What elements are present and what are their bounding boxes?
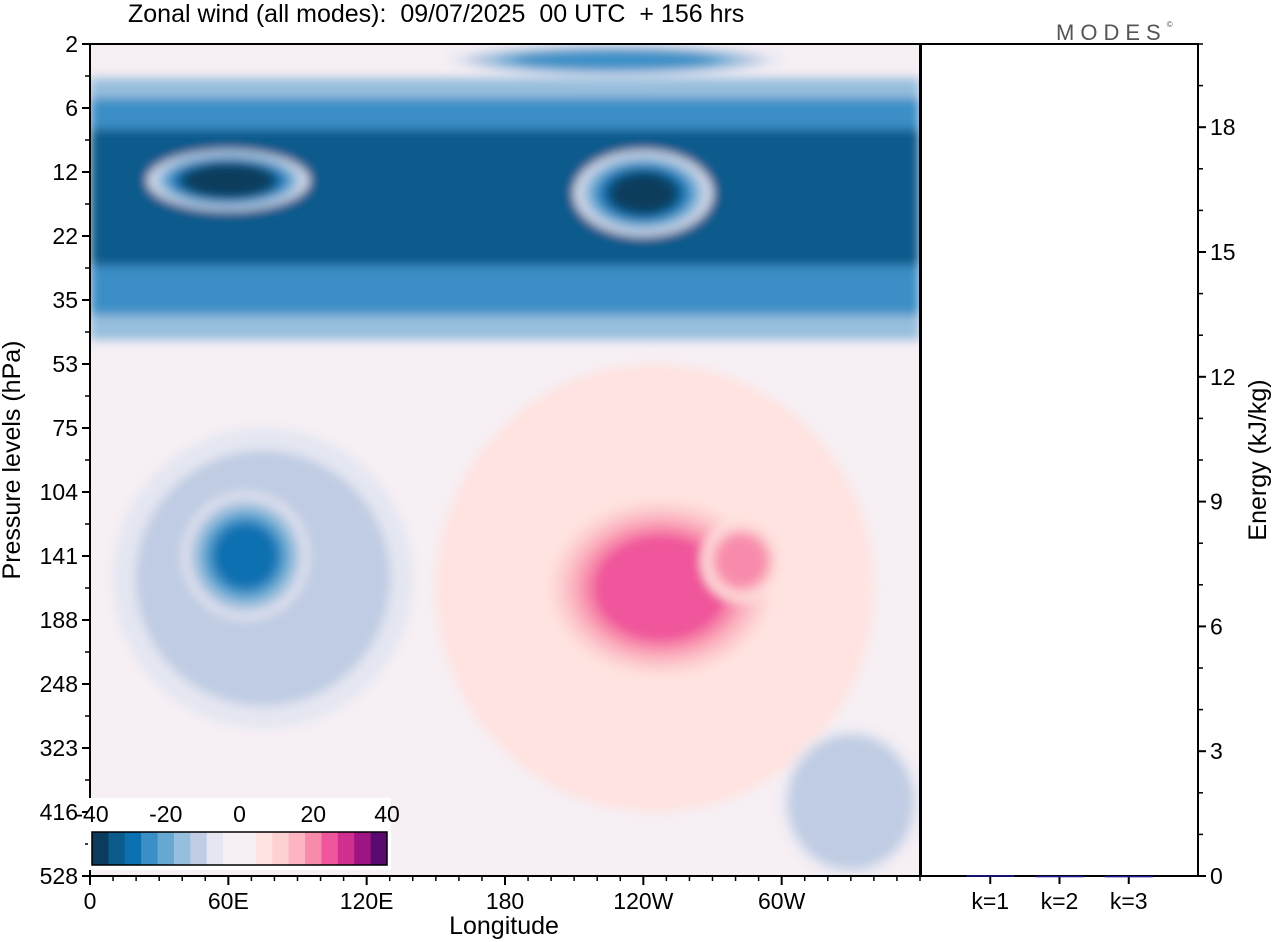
y-axis-label: Pressure levels (hPa)	[0, 341, 26, 580]
y-tick-label: 248	[40, 671, 78, 697]
energy-axis-label: Energy (kJ/kg)	[1244, 379, 1272, 540]
y-tick-label: 104	[40, 479, 79, 505]
colorbar-swatch	[239, 832, 257, 865]
colorbar-swatch	[173, 832, 191, 865]
energy-tick-label: 3	[1210, 738, 1223, 764]
colorbar-tick-label: 20	[300, 801, 326, 827]
energy-plot-frame	[920, 43, 1199, 877]
colorbar-swatch	[92, 832, 109, 865]
y-tick-label: 12	[52, 159, 78, 185]
y-tick-label: 141	[40, 543, 78, 569]
y-tick-label: 6	[65, 95, 78, 121]
category-label: k=3	[1110, 888, 1148, 914]
x-tick-label: 120E	[340, 888, 394, 914]
colorbar-tick-label: -40	[75, 801, 108, 827]
colorbar-swatch	[157, 832, 175, 865]
chart-title: Zonal wind (all modes): 09/07/2025 00 UT…	[128, 0, 745, 28]
easterly-west-max	[182, 163, 274, 198]
colorbar-swatch	[108, 832, 126, 865]
colorbar-swatch	[141, 832, 159, 865]
y-tick-label: 35	[52, 287, 78, 313]
x-axis-label: Longitude	[449, 912, 559, 940]
colorbar-swatch	[354, 832, 372, 865]
colorbar-tick-label: 40	[374, 801, 400, 827]
colorbar: -40 -20 0 20 40	[75, 798, 400, 870]
x-tick-label: 0	[84, 888, 97, 914]
energy-bars	[966, 875, 1153, 878]
energy-bar	[1035, 875, 1084, 878]
upper-easterly-patch	[514, 50, 715, 70]
colorbar-swatch	[370, 832, 388, 865]
y-tick-label: 22	[52, 223, 78, 249]
colorbar-swatch	[206, 832, 224, 865]
easterly-maximum	[610, 173, 677, 214]
y-tick-label: 416	[40, 799, 78, 825]
category-label: k=2	[1041, 888, 1079, 914]
y-tick-label: 2	[65, 31, 78, 57]
energy-bar	[1104, 875, 1153, 878]
x-tick-label: 120W	[613, 888, 673, 914]
westerly-secondary-core	[716, 535, 767, 587]
y-tick-label: 53	[52, 351, 78, 377]
y-tick-label: 75	[52, 415, 78, 441]
colorbar-swatch	[272, 832, 290, 865]
colorbar-swatch	[321, 832, 339, 865]
category-label: k=1	[971, 888, 1009, 914]
energy-tick-label: 0	[1210, 863, 1223, 889]
colorbar-swatch	[124, 832, 142, 865]
lower-easterly-east	[788, 735, 914, 869]
energy-tick-label: 12	[1210, 364, 1236, 390]
x-tick-label: 180	[486, 888, 524, 914]
colorbar-swatch	[305, 832, 322, 865]
colorbar-swatch	[255, 832, 273, 865]
energy-tick-label: 15	[1210, 239, 1236, 265]
energy-bar	[966, 875, 1015, 877]
easterly-jet-core	[213, 524, 278, 588]
y-tick-label: 528	[40, 863, 78, 889]
y-tick-label: 188	[40, 607, 78, 633]
westerly-jet-core	[592, 534, 729, 642]
colorbar-swatch	[190, 832, 208, 865]
energy-tick-label: 18	[1210, 114, 1236, 140]
x-tick-label: 60W	[758, 888, 806, 914]
colorbar-swatch	[337, 832, 355, 865]
colorbar-swatch	[223, 832, 240, 865]
x-tick-label: 60E	[208, 888, 249, 914]
energy-tick-label: 9	[1210, 489, 1223, 515]
wind-field	[90, 44, 920, 876]
y-tick-label: 323	[40, 735, 78, 761]
colorbar-swatch	[288, 832, 306, 865]
colorbar-tick-label: 0	[233, 801, 246, 827]
energy-tick-label: 6	[1210, 613, 1223, 639]
modes-logo: MODES©	[1056, 20, 1173, 45]
colorbar-tick-label: -20	[149, 801, 182, 827]
colorbar-frame	[91, 831, 388, 866]
